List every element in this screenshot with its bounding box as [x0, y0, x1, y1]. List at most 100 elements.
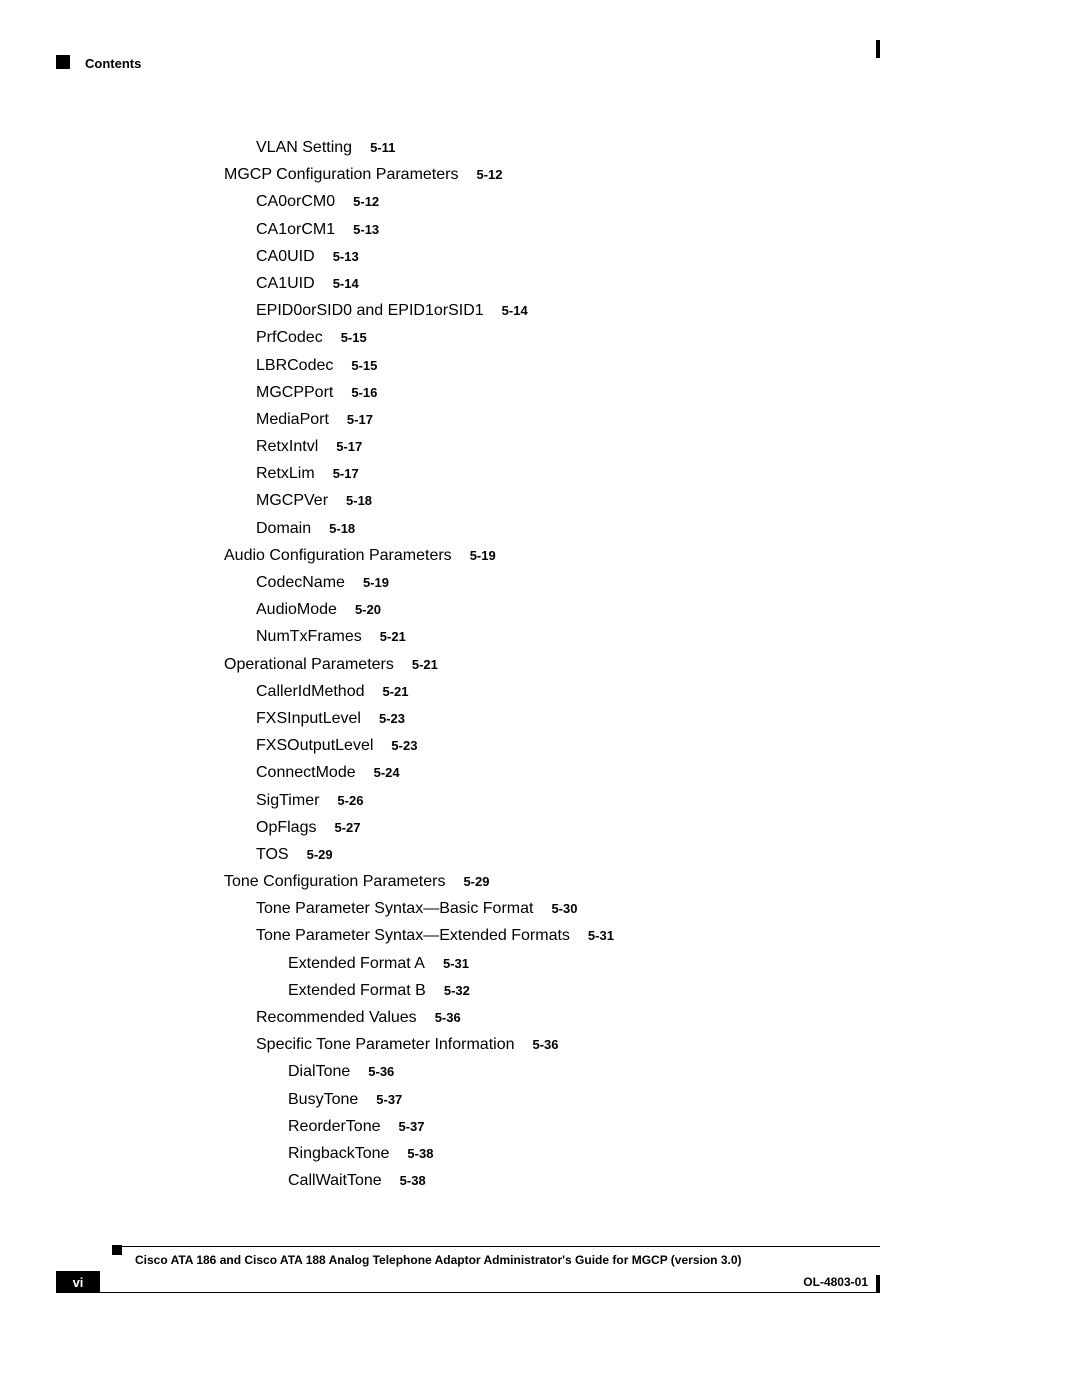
toc-entry: ConnectMode5-24: [224, 765, 924, 781]
toc-entry: BusyTone5-37: [224, 1092, 924, 1108]
toc-entry-page: 5-13: [353, 222, 379, 237]
toc-entry: Extended Format A5-31: [224, 956, 924, 972]
toc-entry: OpFlags 5-27: [224, 820, 924, 836]
toc-entry-label: FXSInputLevel: [256, 710, 361, 727]
toc-entry: EPID0orSID0 and EPID1orSID15-14: [224, 303, 924, 319]
toc-entry: NumTxFrames 5-21: [224, 629, 924, 645]
toc-entry-label: DialTone: [288, 1063, 350, 1080]
toc-entry: CallWaitTone5-38: [224, 1173, 924, 1189]
toc-entry: Tone Parameter Syntax—Basic Format 5-30: [224, 901, 924, 917]
toc-entry-label: RetxIntvl: [256, 438, 318, 455]
toc-entry-label: AudioMode: [256, 601, 337, 618]
toc-entry-label: CA1orCM1: [256, 221, 335, 238]
toc-entry-label: TOS: [256, 846, 289, 863]
toc-entry: Tone Configuration Parameters 5-29: [224, 874, 924, 890]
toc-entry-label: RingbackTone: [288, 1145, 389, 1162]
toc-entry: TOS 5-29: [224, 847, 924, 863]
toc-entry-label: CA1UID: [256, 275, 315, 292]
toc-entry-page: 5-38: [400, 1173, 426, 1188]
toc-entry-page: 5-36: [533, 1037, 559, 1052]
toc-entry-page: 5-30: [551, 901, 577, 916]
toc-entry-page: 5-13: [333, 249, 359, 264]
toc-entry-label: PrfCodec: [256, 329, 323, 346]
toc-entry-page: 5-29: [463, 874, 489, 889]
toc-entry-page: 5-31: [588, 928, 614, 943]
page-number-badge: vi: [56, 1271, 100, 1293]
toc-entry-page: 5-23: [379, 711, 405, 726]
toc-entry-label: CA0orCM0: [256, 193, 335, 210]
toc-entry: RetxLim5-17: [224, 466, 924, 482]
toc-entry-page: 5-36: [435, 1010, 461, 1025]
toc-entry-page: 5-38: [407, 1146, 433, 1161]
toc-entry: LBRCodec5-15: [224, 358, 924, 374]
toc-entry-label: Audio Configuration Parameters: [224, 547, 452, 564]
toc-entry-page: 5-20: [355, 602, 381, 617]
toc-entry-page: 5-21: [383, 684, 409, 699]
toc-entry-page: 5-18: [346, 493, 372, 508]
toc-entry: RingbackTone 5-38: [224, 1146, 924, 1162]
toc-entry-label: ReorderTone: [288, 1118, 381, 1135]
toc-entry-page: 5-16: [351, 385, 377, 400]
toc-entry-page: 5-29: [307, 847, 333, 862]
toc-entry-label: Tone Parameter Syntax—Extended Formats: [256, 927, 570, 944]
toc-entry-page: 5-17: [347, 412, 373, 427]
toc-entry-label: Domain: [256, 520, 311, 537]
toc-entry-label: CA0UID: [256, 248, 315, 265]
toc-entry-page: 5-37: [376, 1092, 402, 1107]
toc-entry-page: 5-14: [333, 276, 359, 291]
toc-entry-label: CodecName: [256, 574, 345, 591]
toc-entry-page: 5-21: [380, 629, 406, 644]
toc-entry-label: CallerIdMethod: [256, 683, 365, 700]
toc-entry-page: 5-12: [353, 194, 379, 209]
toc-entry: CA0orCM0 5-12: [224, 194, 924, 210]
toc-entry-page: 5-15: [351, 358, 377, 373]
toc-entry-page: 5-37: [399, 1119, 425, 1134]
toc-entry: MGCPPort5-16: [224, 385, 924, 401]
toc-entry-label: MediaPort: [256, 411, 329, 428]
toc-entry: MGCPVer 5-18: [224, 493, 924, 509]
toc-entry: CallerIdMethod 5-21: [224, 684, 924, 700]
header-marker-icon: [56, 55, 70, 69]
toc-entry-label: Extended Format B: [288, 982, 426, 999]
toc-entry-page: 5-24: [374, 765, 400, 780]
toc-entry-label: SigTimer: [256, 792, 319, 809]
toc-entry: CodecName5-19: [224, 575, 924, 591]
footer-rule: [120, 1246, 880, 1247]
toc-entry: RetxIntvl 5-17: [224, 439, 924, 455]
toc-entry-label: MGCPVer: [256, 492, 328, 509]
toc-entry: PrfCodec 5-15: [224, 330, 924, 346]
toc-entry: MediaPort 5-17: [224, 412, 924, 428]
toc-entry-page: 5-32: [444, 983, 470, 998]
toc-entry: Domain 5-18: [224, 521, 924, 537]
toc-entry: CA1UID 5-14: [224, 276, 924, 292]
toc-entry: FXSOutputLevel5-23: [224, 738, 924, 754]
header-contents-label: Contents: [85, 56, 141, 71]
toc-entry-label: OpFlags: [256, 819, 316, 836]
toc-entry: Tone Parameter Syntax—Extended Formats 5-…: [224, 928, 924, 944]
toc-entry-label: VLAN Setting: [256, 139, 352, 156]
toc-entry-page: 5-12: [476, 167, 502, 182]
toc-entry-label: Tone Configuration Parameters: [224, 873, 445, 890]
toc-entry-page: 5-11: [370, 140, 395, 155]
toc-entry: FXSInputLevel 5-23: [224, 711, 924, 727]
toc-entry: Extended Format B 5-32: [224, 983, 924, 999]
toc-entry-page: 5-15: [341, 330, 367, 345]
toc-entry-label: FXSOutputLevel: [256, 737, 373, 754]
toc-entry: VLAN Setting 5-11: [224, 140, 924, 156]
toc-entry-page: 5-27: [334, 820, 360, 835]
toc-entry-label: EPID0orSID0 and EPID1orSID1: [256, 302, 484, 319]
toc-entry: DialTone 5-36: [224, 1064, 924, 1080]
toc-entry-page: 5-18: [329, 521, 355, 536]
toc-entry-label: NumTxFrames: [256, 628, 362, 645]
footer-right-tick-icon: [876, 1275, 880, 1293]
toc-entry-label: Tone Parameter Syntax—Basic Format: [256, 900, 533, 917]
toc-entry-page: 5-17: [336, 439, 362, 454]
toc-entry-page: 5-36: [368, 1064, 394, 1079]
toc-entry: Operational Parameters5-21: [224, 657, 924, 673]
toc-entry-label: MGCP Configuration Parameters: [224, 166, 458, 183]
toc-entry-label: RetxLim: [256, 465, 315, 482]
toc-entry: ReorderTone 5-37: [224, 1119, 924, 1135]
toc-entry: MGCP Configuration Parameters 5-12: [224, 167, 924, 183]
toc-entry-label: Recommended Values: [256, 1009, 417, 1026]
header-right-tick-icon: [876, 40, 880, 58]
